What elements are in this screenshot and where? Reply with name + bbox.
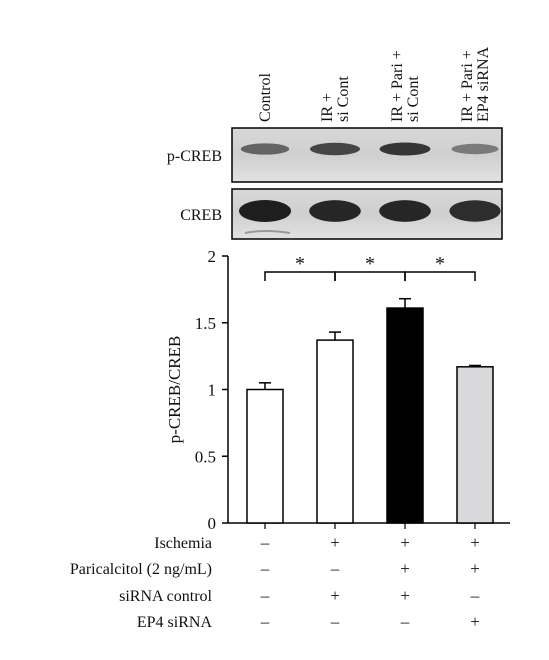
condition-sign-ischemia-2: +	[330, 533, 340, 552]
condition-label-ep4-sirna: EP4 siRNA	[137, 614, 213, 631]
bar-4	[456, 366, 494, 524]
condition-sign-ischemia-3: +	[400, 533, 410, 552]
y-tick-label: 0	[208, 514, 217, 533]
condition-label-sirna-control: siRNA control	[119, 588, 212, 605]
creb-blot-label: CREB	[180, 207, 222, 224]
p-creb-band-3	[379, 142, 431, 156]
creb-band-3	[379, 200, 431, 222]
condition-sign-sirna-control-2: +	[330, 586, 340, 605]
significance-bracket-3	[404, 271, 476, 281]
condition-sign-paricalcitol-2-ng-ml-1: –	[260, 559, 270, 578]
lane-label-4-line-2: EP4 siRNA	[475, 46, 492, 122]
y-tick-label: 1.5	[195, 314, 216, 333]
lane-labels: Control IR + si Cont IR + Pari + si Cont IR +…	[257, 46, 492, 122]
p-creb-blot-label: p-CREB	[167, 148, 222, 165]
lane-label-2-line-2: si Cont	[335, 76, 352, 122]
creb-band-2	[309, 200, 361, 222]
condition-sign-paricalcitol-2-ng-ml-4: +	[470, 559, 480, 578]
condition-sign-ischemia-1: –	[260, 533, 270, 552]
western-blots: p-CREB CREB	[167, 127, 503, 240]
condition-sign-ep4-sirna-4: +	[470, 612, 480, 631]
lane-label-3-line-1: IR + Pari +	[389, 50, 406, 122]
condition-sign-ep4-sirna-1: –	[260, 612, 270, 631]
condition-label-paricalcitol-2-ng-ml: Paricalcitol (2 ng/mL)	[70, 561, 212, 578]
significance-marker-3: *	[435, 253, 445, 275]
p-creb-band-4	[451, 143, 499, 155]
p-creb-band-2	[310, 142, 360, 156]
y-tick-label: 1	[208, 381, 217, 400]
creb-band-1	[239, 200, 291, 222]
creb-faint-band	[244, 230, 291, 234]
bar-chart: 0 0.5 1 1.5 2 p-CREB/CREB * * *	[165, 247, 510, 533]
lane-label-3-line-2: si Cont	[405, 76, 422, 122]
condition-sign-paricalcitol-2-ng-ml-3: +	[400, 559, 410, 578]
bar-3	[386, 307, 424, 524]
condition-table: Ischemia – + + + Paricalcitol (2 ng/mL) – – + + si…	[70, 533, 480, 631]
bar-2	[316, 339, 354, 524]
y-axis-label: p-CREB/CREB	[165, 336, 184, 444]
condition-sign-paricalcitol-2-ng-ml-2: –	[330, 559, 340, 578]
bar-1	[246, 388, 284, 524]
condition-sign-ischemia-4: +	[470, 533, 480, 552]
p-creb-blot-panel	[231, 127, 503, 183]
condition-sign-ep4-sirna-3: –	[400, 612, 410, 631]
condition-sign-ep4-sirna-2: –	[330, 612, 340, 631]
condition-sign-sirna-control-1: –	[260, 586, 270, 605]
condition-sign-sirna-control-4: –	[470, 586, 480, 605]
condition-label-ischemia: Ischemia	[154, 535, 212, 552]
lane-label-1: Control	[257, 73, 274, 122]
creb-band-4	[449, 200, 501, 222]
lane-label-4-line-1: IR + Pari +	[459, 50, 476, 122]
y-tick-label: 2	[208, 247, 217, 266]
significance-marker-1: *	[295, 253, 305, 275]
p-creb-band-1	[240, 143, 290, 155]
lane-label-2-line-1: IR +	[319, 93, 336, 122]
y-tick-label: 0.5	[195, 447, 216, 466]
condition-sign-sirna-control-3: +	[400, 586, 410, 605]
significance-marker-2: *	[365, 253, 375, 275]
